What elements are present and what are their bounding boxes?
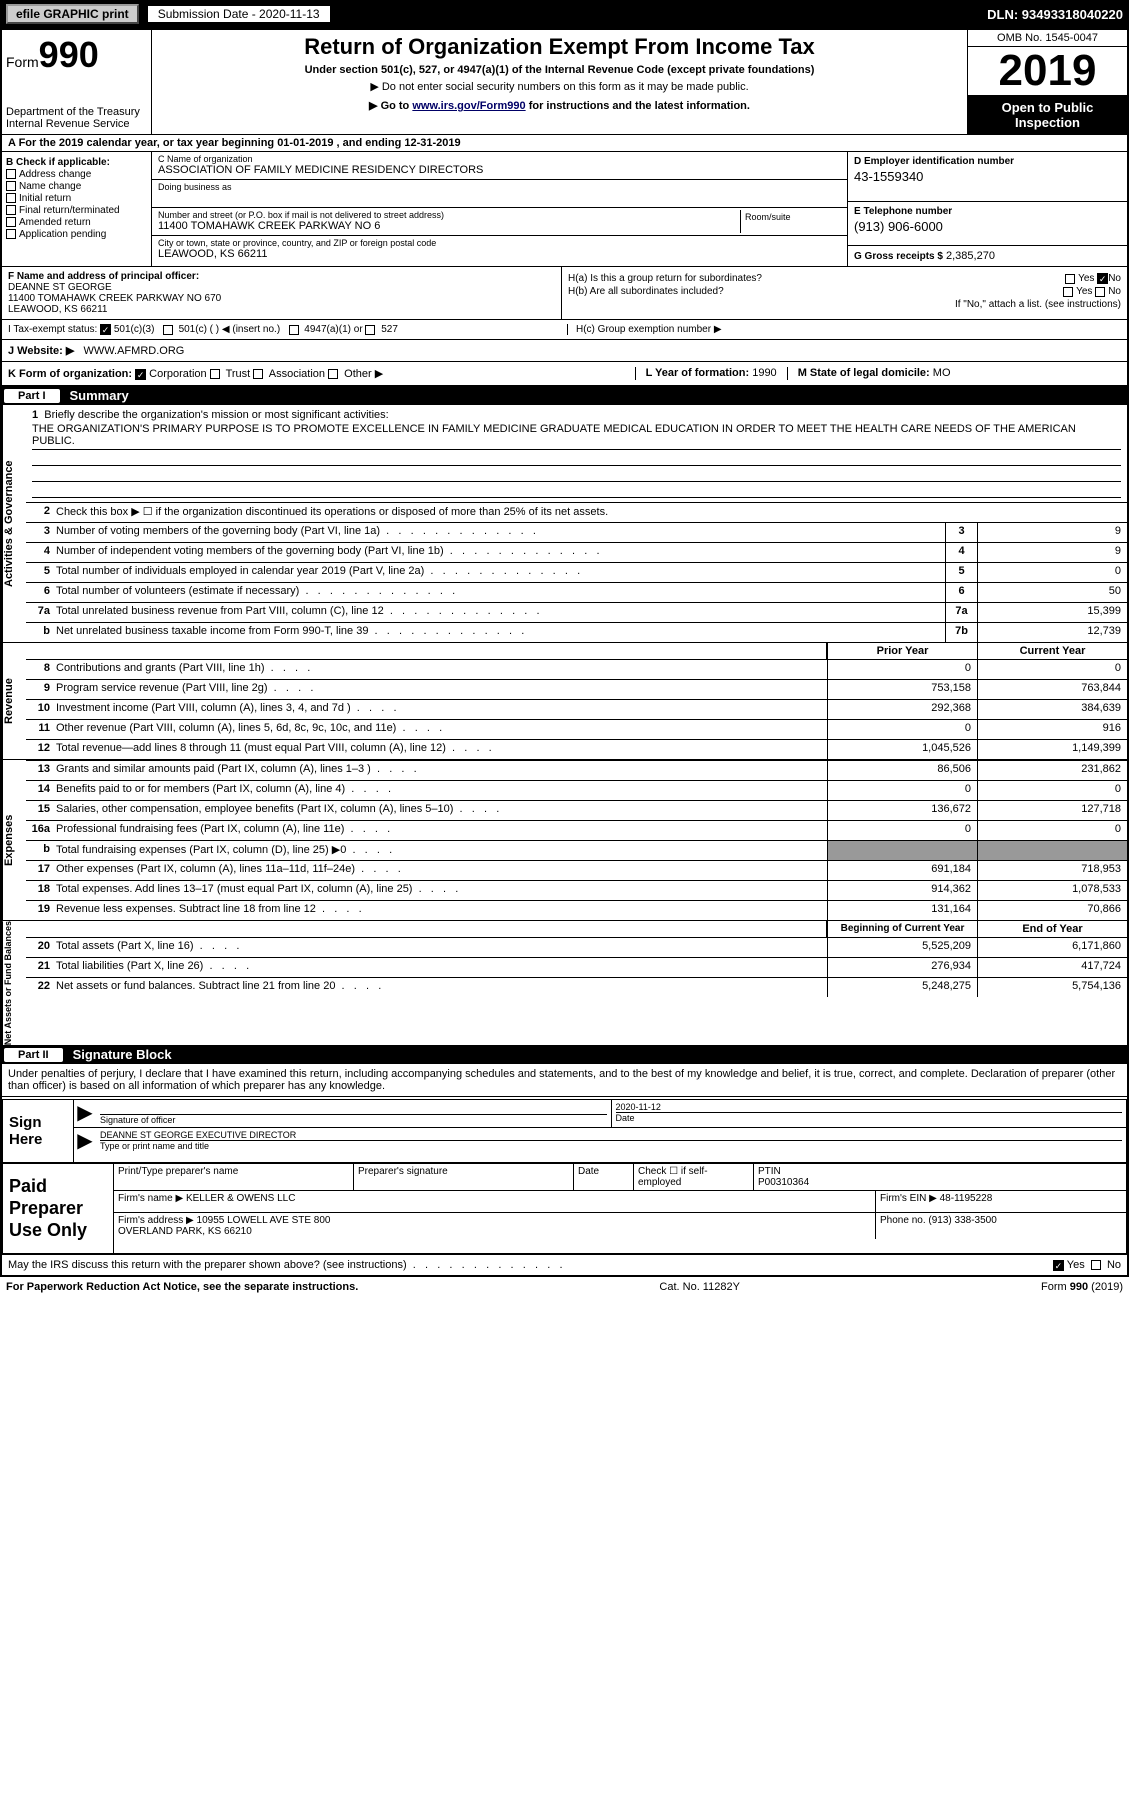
line-4: 4Number of independent voting members of… — [26, 542, 1127, 562]
check-corporation — [135, 369, 146, 380]
line-22: 22Net assets or fund balances. Subtract … — [26, 977, 1127, 997]
check-address-change[interactable]: Address change — [6, 169, 147, 180]
officer-addr: 11400 TOMAHAWK CREEK PARKWAY NO 670 LEAW… — [8, 293, 555, 315]
public-inspection: Open to Public Inspection — [968, 96, 1127, 134]
officer-signed-name: DEANNE ST GEORGE EXECUTIVE DIRECTOR — [100, 1130, 1122, 1140]
tax-period: A For the 2019 calendar year, or tax yea… — [2, 135, 1127, 152]
org-city: LEAWOOD, KS 66211 — [158, 248, 841, 260]
org-address: 11400 TOMAHAWK CREEK PARKWAY NO 6 — [158, 220, 740, 232]
line-19: 19Revenue less expenses. Subtract line 1… — [26, 900, 1127, 920]
section-a: B Check if applicable: Address change Na… — [2, 152, 1127, 267]
row-k: K Form of organization: Corporation Trus… — [2, 362, 1127, 386]
line-18: 18Total expenses. Add lines 13–17 (must … — [26, 880, 1127, 900]
state-domicile: MO — [933, 367, 951, 379]
box-b: B Check if applicable: Address change Na… — [2, 152, 152, 266]
check-pending[interactable]: Application pending — [6, 229, 147, 240]
officer-name: DEANNE ST GEORGE — [8, 282, 555, 293]
mission-block: 1 Briefly describe the organization's mi… — [26, 405, 1127, 502]
row-j: J Website: ▶ WWW.AFMRD.ORG — [2, 340, 1127, 362]
part1-header: Part ISummary — [2, 386, 1127, 405]
line-6: 6Total number of volunteers (estimate if… — [26, 582, 1127, 602]
line-7a: 7aTotal unrelated business revenue from … — [26, 602, 1127, 622]
mission-text: THE ORGANIZATION'S PRIMARY PURPOSE IS TO… — [32, 421, 1121, 450]
paid-preparer-block: Paid Preparer Use Only Print/Type prepar… — [2, 1163, 1127, 1254]
efile-print-button[interactable]: efile GRAPHIC print — [6, 4, 139, 24]
box-de: D Employer identification number43-15593… — [847, 152, 1127, 266]
dln-number: DLN: 93493318040220 — [987, 7, 1123, 22]
line-21: 21Total liabilities (Part X, line 26)276… — [26, 957, 1127, 977]
row-i: I Tax-exempt status: 501(c)(3) 501(c) ( … — [2, 320, 1127, 340]
website: WWW.AFMRD.ORG — [84, 345, 185, 357]
firm-ein: 48-1195228 — [940, 1193, 993, 1204]
year-formation: 1990 — [752, 367, 776, 379]
irs-link[interactable]: www.irs.gov/Form990 — [412, 100, 525, 112]
penalty-statement: Under penalties of perjury, I declare th… — [2, 1064, 1127, 1097]
line-14: 14Benefits paid to or for members (Part … — [26, 780, 1127, 800]
firm-phone: (913) 338-3500 — [928, 1215, 996, 1226]
line-5: 5Total number of individuals employed in… — [26, 562, 1127, 582]
row-fgh: F Name and address of principal officer:… — [2, 267, 1127, 320]
form-number: Form990 — [6, 34, 147, 76]
line-13: 13Grants and similar amounts paid (Part … — [26, 760, 1127, 780]
dept-treasury: Department of the Treasury Internal Reve… — [6, 106, 147, 130]
side-activities: Activities & Governance — [2, 405, 26, 642]
line-b: bTotal fundraising expenses (Part IX, co… — [26, 840, 1127, 860]
discuss-row: May the IRS discuss this return with the… — [2, 1254, 1127, 1275]
check-ha-no — [1097, 273, 1108, 284]
side-netassets: Net Assets or Fund Balances — [2, 921, 26, 1045]
phone: (913) 906-6000 — [854, 219, 1121, 234]
form-title: Return of Organization Exempt From Incom… — [160, 34, 959, 60]
check-amended[interactable]: Amended return — [6, 217, 147, 228]
sign-block: Sign Here ▶ Signature of officer 2020-11… — [2, 1099, 1127, 1163]
line-7b: bNet unrelated business taxable income f… — [26, 622, 1127, 642]
box-c: C Name of organizationASSOCIATION OF FAM… — [152, 152, 847, 266]
submission-date: Submission Date - 2020-11-13 — [147, 5, 331, 23]
line-12: 12Total revenue—add lines 8 through 11 (… — [26, 739, 1127, 759]
line-20: 20Total assets (Part X, line 16)5,525,20… — [26, 937, 1127, 957]
top-bar: efile GRAPHIC print Submission Date - 20… — [0, 0, 1129, 28]
gross-receipts: 2,385,270 — [946, 250, 995, 262]
ein: 43-1559340 — [854, 169, 1121, 184]
instructions-link-line: Go to www.irs.gov/Form990 for instructio… — [160, 99, 959, 112]
form-subtitle: Under section 501(c), 527, or 4947(a)(1)… — [160, 64, 959, 76]
check-501c3 — [100, 324, 111, 335]
line-10: 10Investment income (Part VIII, column (… — [26, 699, 1127, 719]
side-expenses: Expenses — [2, 760, 26, 920]
line-3: 3Number of voting members of the governi… — [26, 522, 1127, 542]
line-15: 15Salaries, other compensation, employee… — [26, 800, 1127, 820]
org-name: ASSOCIATION OF FAMILY MEDICINE RESIDENCY… — [158, 164, 841, 176]
check-name-change[interactable]: Name change — [6, 181, 147, 192]
check-initial-return[interactable]: Initial return — [6, 193, 147, 204]
tax-year: 2019 — [968, 47, 1127, 96]
line-8: 8Contributions and grants (Part VIII, li… — [26, 659, 1127, 679]
sign-date: 2020-11-12 — [616, 1102, 1123, 1112]
line-11: 11Other revenue (Part VIII, column (A), … — [26, 719, 1127, 739]
ptin: P00310364 — [758, 1177, 809, 1188]
form-header: Form990 Department of the Treasury Inter… — [2, 30, 1127, 135]
side-revenue: Revenue — [2, 643, 26, 759]
line-17: 17Other expenses (Part IX, column (A), l… — [26, 860, 1127, 880]
part2-header: Part IISignature Block — [2, 1045, 1127, 1064]
check-final-return[interactable]: Final return/terminated — [6, 205, 147, 216]
firm-name: KELLER & OWENS LLC — [186, 1193, 295, 1204]
form-container: Form990 Department of the Treasury Inter… — [0, 28, 1129, 1277]
page-footer: For Paperwork Reduction Act Notice, see … — [0, 1277, 1129, 1297]
ssn-notice: Do not enter social security numbers on … — [160, 80, 959, 93]
omb-number: OMB No. 1545-0047 — [968, 30, 1127, 47]
check-discuss-yes — [1053, 1260, 1064, 1271]
line-16a: 16aProfessional fundraising fees (Part I… — [26, 820, 1127, 840]
line-9: 9Program service revenue (Part VIII, lin… — [26, 679, 1127, 699]
